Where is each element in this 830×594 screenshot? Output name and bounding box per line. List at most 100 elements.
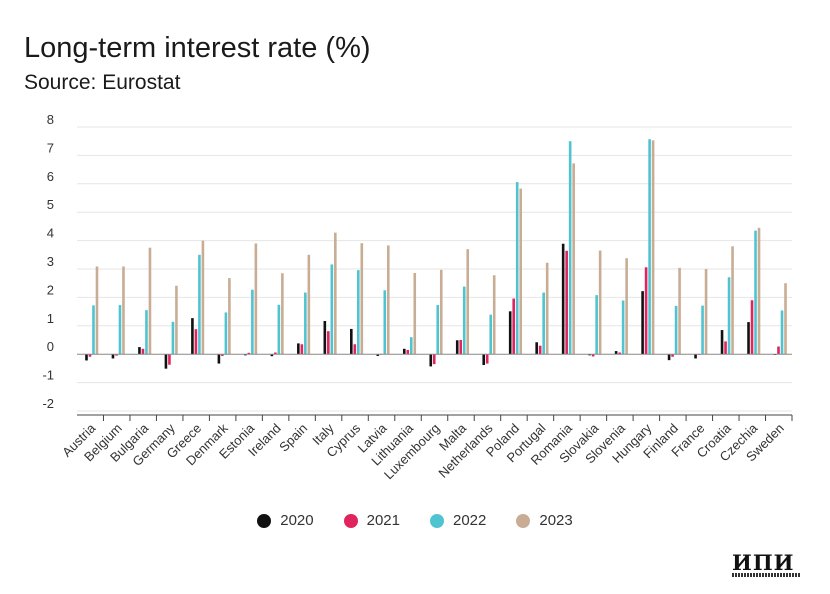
bar-2022-netherlands [489, 314, 493, 355]
bar-2021-netherlands [485, 354, 489, 364]
bar-2023-belgium [122, 266, 125, 355]
bar-2020-portugal [535, 342, 538, 355]
bar-2021-belgium [115, 354, 118, 356]
y-tick-label: -2 [42, 396, 54, 411]
bar-2023-portugal [545, 262, 549, 355]
bar-2023-austria [95, 266, 99, 355]
bar-2020-italy [323, 320, 327, 355]
bar-2023-lithuania [413, 272, 417, 355]
bar-2022-belgium [118, 305, 122, 355]
bar-2021-sweden [777, 346, 780, 355]
bar-2020-romania [561, 243, 565, 355]
bar-2023-spain [307, 254, 311, 355]
bar-2022-poland [515, 182, 519, 355]
bar-2020-czechia [747, 322, 750, 355]
bar-2021-ireland [274, 352, 277, 355]
bar-2023-czechia [757, 227, 761, 355]
bar-2021-austria [88, 354, 92, 357]
bar-2022-malta [462, 286, 466, 355]
bar-2021-croatia [724, 341, 727, 355]
bar-2020-slovakia [588, 354, 591, 356]
legend-marker-icon [430, 513, 444, 528]
bar-2023-denmark [228, 278, 231, 355]
bar-2023-slovakia [598, 250, 602, 355]
bar-2020-greece [191, 318, 194, 355]
legend-label: 2020 [280, 512, 314, 529]
y-tick-label: 0 [47, 339, 54, 354]
legend-marker-icon [516, 513, 531, 528]
bar-2021-portugal [538, 345, 542, 355]
bar-2020-slovenia [614, 351, 618, 355]
bar-2023-slovenia [625, 258, 628, 355]
y-tick-label: 3 [47, 254, 54, 269]
bar-2020-netherlands [482, 354, 486, 365]
bar-2022-denmark [224, 312, 228, 355]
bar-2023-ireland [281, 273, 284, 355]
bar-2022-czechia [754, 230, 757, 355]
bar-2021-slovenia [618, 352, 621, 355]
bar-2020-malta [455, 340, 459, 355]
bar-2020-poland [508, 311, 512, 355]
bar-2021-estonia [247, 352, 251, 355]
bar-2021-bulgaria [141, 348, 145, 355]
y-axis-ticks: 8 7 6 5 4 3 2 1 0 -1 -2 [42, 112, 54, 411]
bar-2020-cyprus [350, 328, 353, 355]
legend-label: 2023 [539, 512, 573, 529]
bar-2021-spain [300, 344, 304, 355]
logo-underline [732, 573, 800, 577]
bar-2021-hungary [644, 267, 648, 355]
axes [77, 353, 792, 416]
bar-2022-croatia [727, 277, 731, 355]
bar-2020-finland [667, 354, 671, 361]
legend-marker-icon [257, 513, 272, 528]
bar-2021-romania [565, 250, 568, 355]
bar-2021-finland [671, 354, 674, 357]
bar-2021-czechia [750, 300, 754, 355]
bar-2021-greece [194, 329, 198, 355]
bar-2022-estonia [251, 289, 254, 355]
bar-2022-latvia [383, 290, 387, 355]
x-tick-label: Spain [276, 421, 310, 455]
bar-2022-finland [674, 305, 678, 355]
chart-subtitle: Source: Eurostat [24, 71, 181, 94]
y-tick-label: 5 [47, 197, 54, 212]
bar-2020-germany [164, 354, 168, 369]
logo: ИПИ [732, 552, 800, 579]
bar-2023-croatia [731, 246, 734, 355]
bar-2020-belgium [111, 354, 115, 359]
y-tick-label: 4 [47, 226, 54, 241]
bar-2023-latvia [386, 245, 390, 355]
bar-2022-slovenia [621, 300, 625, 355]
bar-2021-italy [327, 331, 330, 355]
bar-2020-luxembourg [429, 354, 433, 367]
bar-2021-luxembourg [432, 354, 436, 365]
bar-2023-hungary [651, 140, 655, 355]
bar-2020-bulgaria [138, 347, 141, 355]
bar-2023-france [704, 269, 708, 355]
bar-2022-portugal [542, 292, 545, 355]
bar-2020-ireland [270, 354, 274, 357]
bar-2020-denmark [217, 354, 221, 364]
bar-2023-italy [334, 232, 337, 355]
bar-2022-france [701, 305, 704, 355]
legend-item-2022: 2022 [430, 512, 486, 529]
bar-2023-malta [466, 249, 470, 355]
bar-2020-croatia [720, 330, 724, 355]
bar-2022-italy [330, 264, 334, 355]
y-tick-label: 2 [47, 282, 54, 297]
bar-2022-ireland [277, 304, 281, 355]
bar-2023-sweden [784, 283, 787, 355]
bar-2021-cyprus [353, 344, 357, 355]
bar-2022-bulgaria [145, 310, 148, 355]
bar-2023-romania [572, 163, 575, 355]
x-axis-ticks: AustriaBelgiumBulgariaGermanyGreeceDenma… [59, 415, 793, 482]
bar-2023-poland [519, 188, 522, 355]
bar-2020-hungary [641, 291, 644, 355]
legend-item-2023: 2023 [516, 512, 573, 529]
bar-2020-estonia [244, 354, 247, 356]
legend-label: 2022 [453, 512, 487, 529]
bar-2022-cyprus [357, 270, 360, 355]
chart-title: Long-term interest rate (%) [24, 32, 371, 64]
legend: 2020 2021 2022 2023 [0, 512, 830, 529]
